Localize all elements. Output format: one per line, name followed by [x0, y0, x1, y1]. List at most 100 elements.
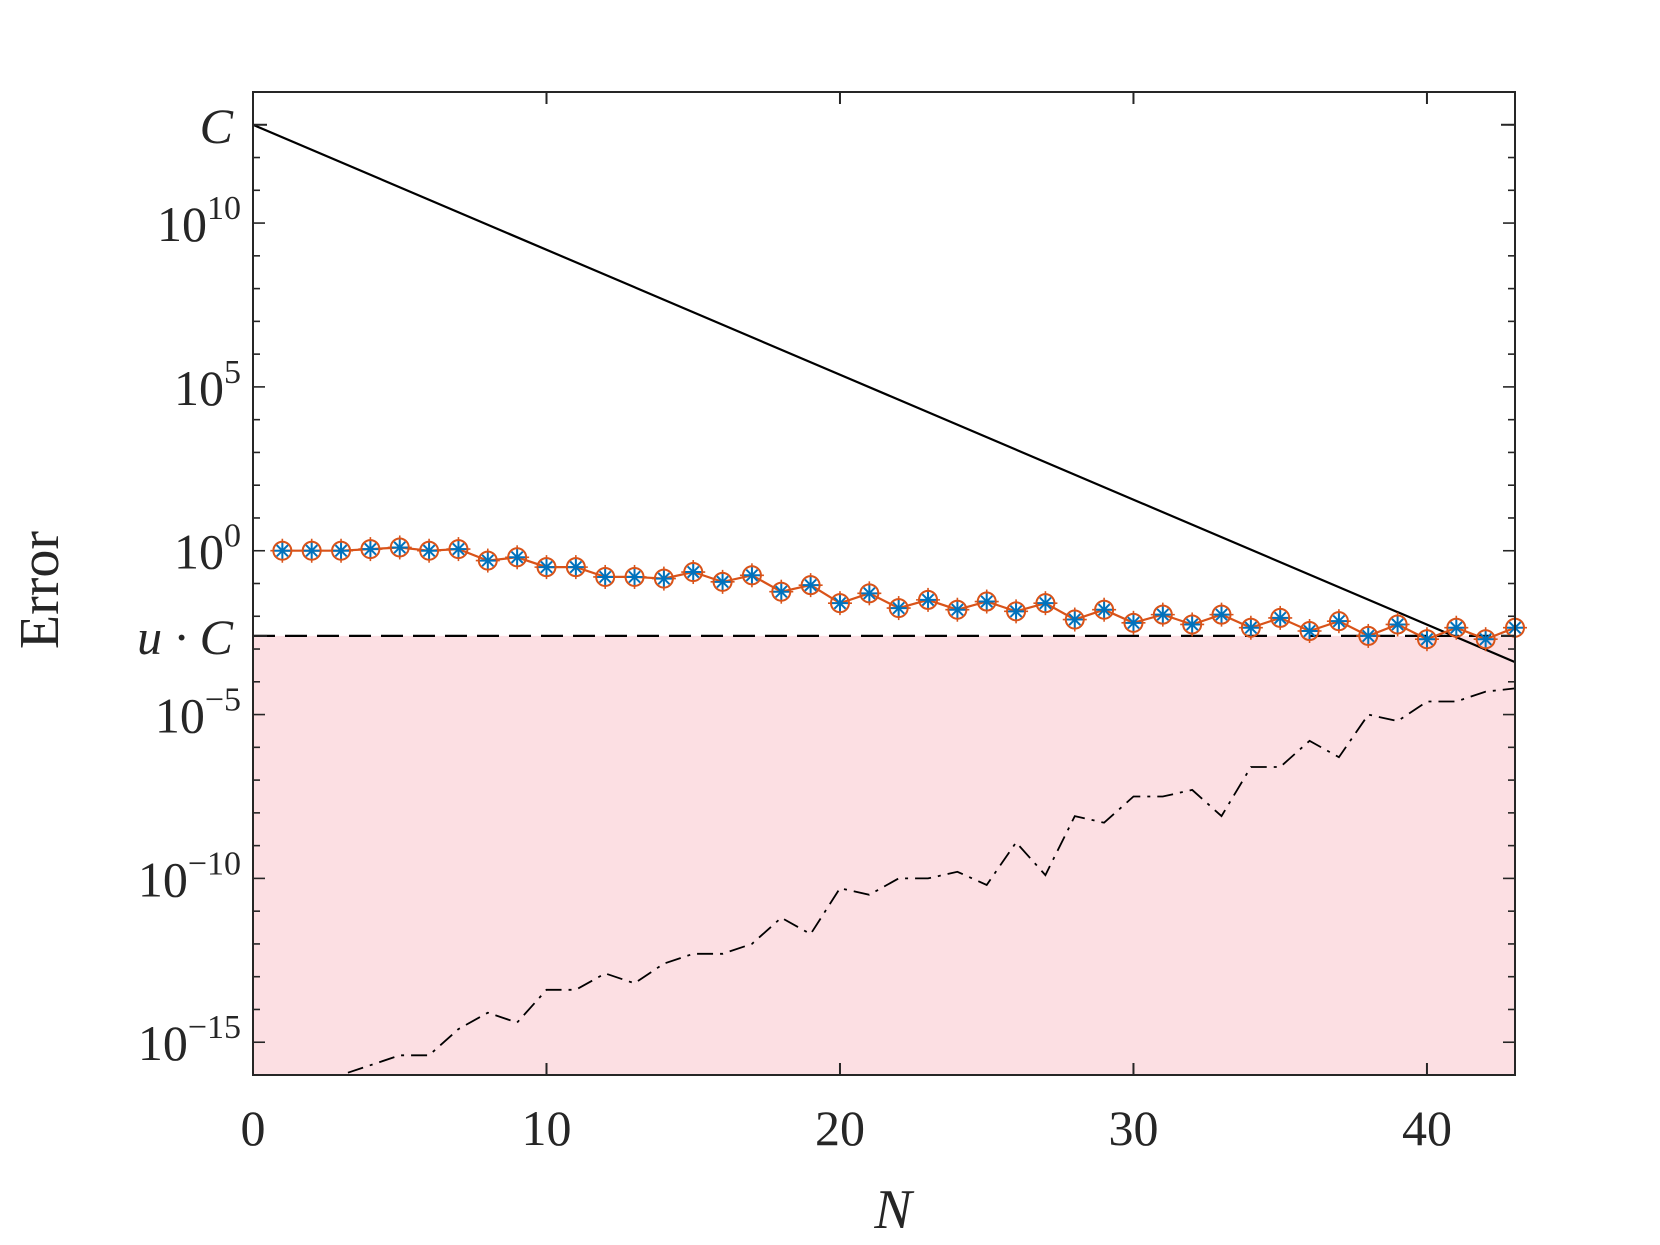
data-point: [270, 538, 295, 563]
point-star-d2: [980, 595, 994, 608]
y-tick-label: 10−10: [138, 845, 241, 907]
data-point: [1268, 605, 1293, 630]
data-point: [1444, 615, 1469, 640]
point-star-d2: [1156, 608, 1170, 621]
point-star-d2: [540, 560, 553, 574]
y-tick-base: 10: [157, 196, 207, 252]
data-point: [798, 573, 823, 598]
y-tick-base: 10: [155, 688, 205, 744]
point-star-d2: [276, 544, 289, 558]
x-tick-label: 20: [815, 1100, 865, 1156]
data-point: [1326, 609, 1351, 634]
y-tick-exponent: −15: [188, 1009, 241, 1046]
point-star-d2: [569, 560, 583, 574]
point-star-d2: [598, 570, 612, 584]
data-point: [593, 564, 618, 589]
data-point: [916, 587, 941, 612]
point-star-d2: [833, 596, 847, 610]
data-point: [505, 545, 530, 570]
point-star-d2: [1449, 621, 1463, 635]
point-star-d2: [657, 572, 671, 585]
point-star-d2: [1185, 618, 1199, 631]
point-star-d2: [1127, 616, 1140, 630]
data-point: [358, 537, 383, 562]
tick-marks: [252, 91, 1515, 1076]
data-point: [1356, 623, 1381, 648]
data-point: [1414, 627, 1439, 652]
point-star-d2: [481, 554, 495, 567]
data-point: [563, 555, 588, 580]
data-point: [651, 566, 676, 591]
point-star-d2: [1479, 632, 1492, 646]
data-point: [475, 548, 500, 573]
point-star-d2: [1332, 614, 1346, 628]
y-tick-label: 1010: [157, 190, 241, 252]
data-point: [974, 589, 999, 614]
y-tick-base: 10: [138, 851, 188, 907]
point-star-d2: [804, 578, 817, 592]
y-tick-label: 100: [174, 518, 241, 580]
y-axis-label: Error: [9, 531, 71, 650]
y-tick-base: 10: [174, 360, 224, 416]
data-point: [1297, 619, 1322, 644]
y-tick-exponent: 0: [224, 518, 241, 555]
y-tick-exponent: −5: [205, 682, 241, 719]
data-point: [1150, 602, 1175, 627]
series-line-bound: [252, 123, 1516, 664]
y-tick-label: 10−5: [155, 682, 241, 744]
point-star-d2: [745, 569, 759, 582]
data-point: [1209, 602, 1234, 627]
point-star-d2: [1215, 608, 1228, 621]
point-star-d2: [1420, 632, 1434, 646]
x-tick-label: 10: [521, 1100, 571, 1156]
point-star-d2: [774, 585, 788, 598]
point-star-d2: [1068, 613, 1082, 626]
y-tick-label: 105: [174, 354, 241, 416]
x-tick-label: 40: [1402, 1100, 1452, 1156]
data-point: [1473, 627, 1498, 652]
data-point: [417, 538, 442, 563]
y-tick-base: 10: [174, 524, 224, 580]
point-star-d2: [921, 593, 935, 607]
point-star-d2: [334, 544, 348, 558]
data-point: [622, 564, 647, 589]
data-point: [446, 537, 471, 562]
point-star-d2: [452, 542, 465, 556]
data-point: [1385, 612, 1410, 637]
y-tick-exponent: −10: [188, 845, 241, 882]
point-star-d2: [364, 542, 377, 556]
reference-tick-label: u · C: [137, 609, 234, 665]
y-tick-exponent: 5: [224, 354, 241, 391]
data-point: [886, 596, 911, 621]
reference-tick-label: C: [200, 98, 234, 154]
point-star-d2: [1391, 618, 1404, 631]
shaded-region: [253, 635, 1515, 1075]
point-star-d2: [951, 603, 964, 617]
point-star-d2: [686, 565, 700, 579]
data-point: [681, 560, 706, 585]
point-star-d2: [510, 550, 524, 564]
y-tick-base: 10: [138, 1015, 188, 1071]
series-line-lower: [282, 687, 1516, 1076]
point-star-d2: [393, 541, 407, 554]
y-tick-label: 10−15: [138, 1009, 241, 1071]
data-point: [299, 538, 324, 563]
data-point: [857, 581, 882, 606]
point-star-d2: [422, 544, 436, 558]
point-star-d2: [1039, 596, 1052, 610]
data-point: [1033, 591, 1058, 616]
point-star-d2: [1361, 629, 1375, 643]
point-star-d2: [628, 570, 641, 584]
plot-marks: [252, 123, 1527, 1076]
point-star-d2: [1244, 621, 1258, 635]
data-point: [1238, 615, 1263, 640]
data-point: [739, 563, 764, 588]
point-star-d2: [305, 544, 319, 558]
point-star-d2: [892, 601, 905, 615]
data-point: [329, 538, 354, 563]
data-point: [387, 535, 412, 560]
data-point: [945, 597, 970, 622]
data-point: [1062, 607, 1087, 632]
data-point: [827, 591, 852, 616]
